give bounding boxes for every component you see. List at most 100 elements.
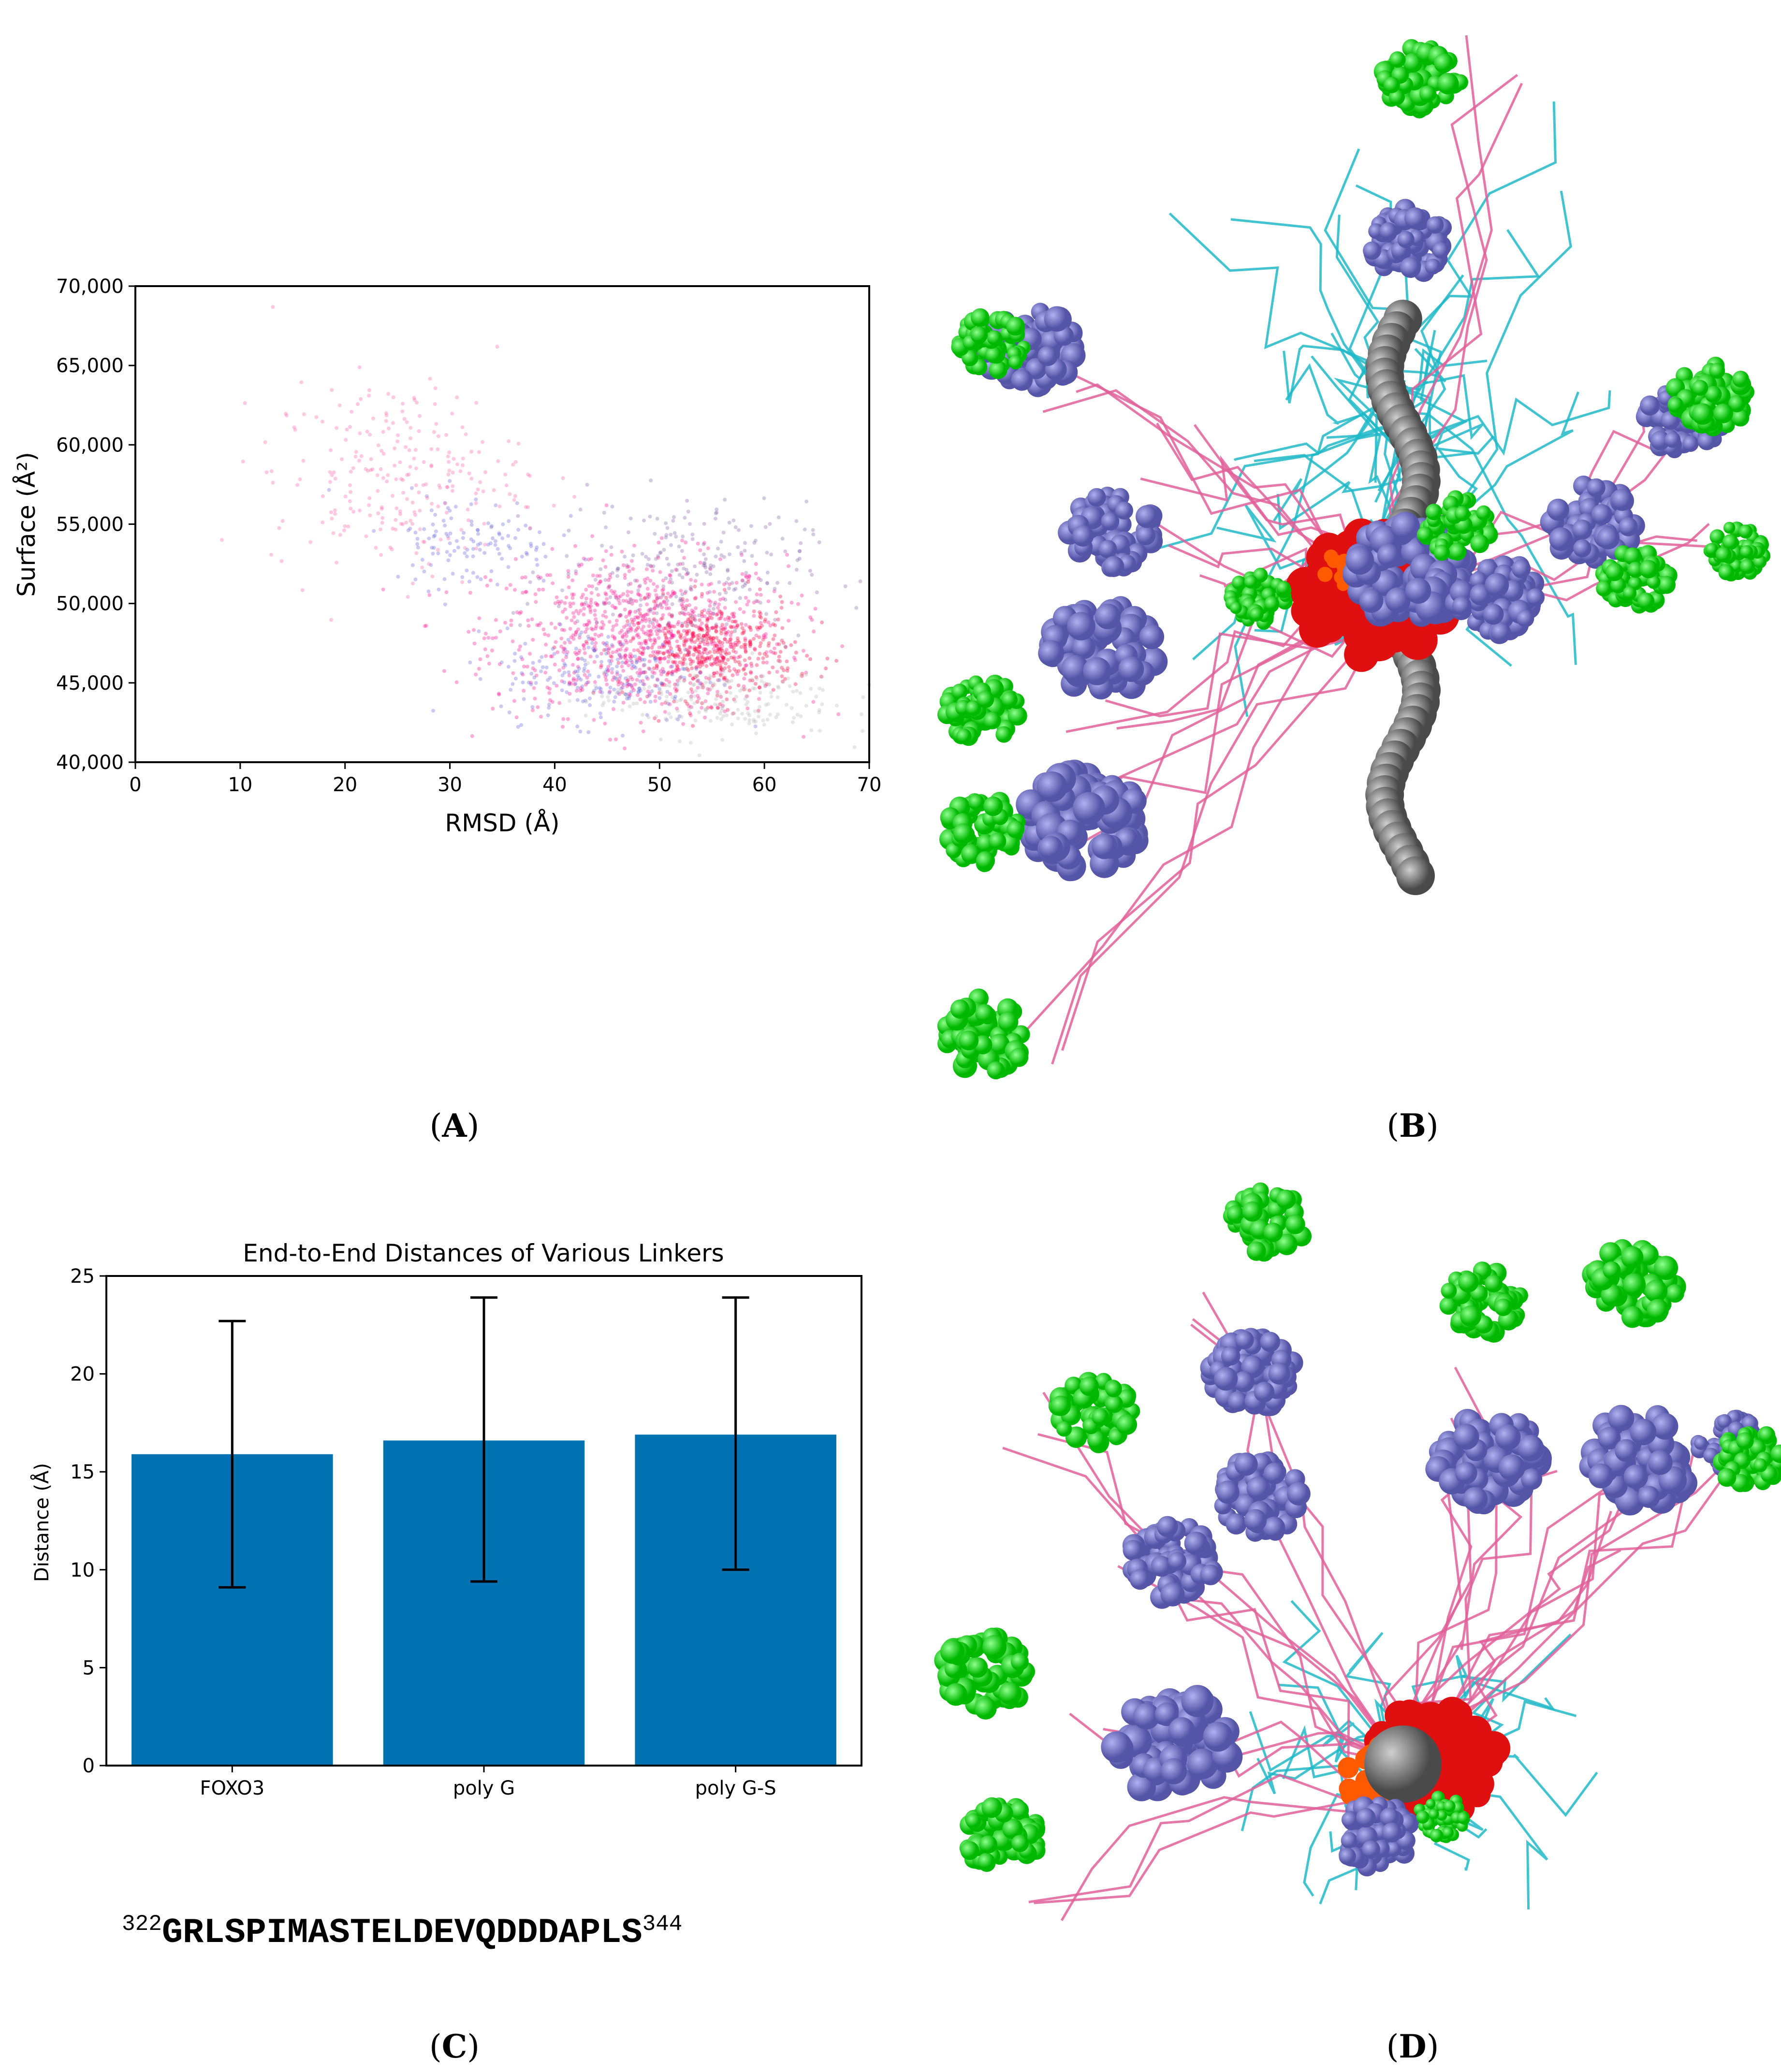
scatter-point [381,587,385,592]
scatter-point [443,602,447,607]
scatter-point [600,694,604,698]
scatter-point [618,594,623,598]
atom-sphere [1526,588,1545,607]
scatter-point [701,634,706,638]
scatter-point [346,524,350,529]
scatter-point [808,568,812,573]
scatter-point [609,545,613,550]
scatter-point [617,640,621,644]
scatter-point [580,688,584,692]
scatter-point [639,670,643,675]
scatter-point [626,678,630,682]
scatter-point [645,612,650,617]
scatter-point [610,667,614,671]
ribbon-strand [1273,381,1391,522]
scatter-point [577,636,582,640]
scatter-point [787,619,791,623]
scatter-point [720,667,724,672]
scatter-point [483,470,488,474]
scatter-point [713,626,717,630]
scatter-point [614,691,619,695]
scatter-point [647,685,651,689]
scatter-point [503,472,508,477]
scatter-point [681,535,685,539]
scatter-point [380,521,384,525]
scatter-point [669,577,673,581]
scatter-point [675,709,680,713]
scatter-point [608,662,613,666]
scatter-point [728,685,732,690]
scatter-point [800,674,804,678]
scatter-point [700,614,704,619]
scatter-point [820,675,824,679]
scatter-point [763,525,768,529]
scatter-point [758,587,762,592]
scatter-point [603,578,608,582]
scatter-point [695,638,700,642]
scatter-point [642,596,646,601]
scatter-point [568,680,572,684]
scatter-point [740,553,744,557]
scatter-point [717,592,722,596]
scatter-point [561,650,566,654]
scatter-point [477,616,482,621]
scatter-point [388,545,393,550]
atom-sphere [1607,1405,1635,1432]
scatter-point [468,660,472,665]
y-tick-label: 50,000 [56,593,124,615]
scatter-point [675,682,680,686]
scatter-point [547,702,551,707]
scatter-point [779,606,784,610]
scatter-point [618,647,623,652]
scatter-point [604,601,608,605]
scatter-point [617,614,622,619]
scatter-point [271,304,275,309]
scatter-point [595,621,599,625]
scatter-point [733,525,738,529]
scatter-point [700,660,704,664]
scatter-point [711,626,715,630]
scatter-point [376,489,380,493]
scatter-point [562,533,566,537]
scatter-point [625,679,629,683]
scatter-point [431,522,435,527]
scatter-point [528,580,532,584]
scatter-point [511,639,515,643]
atom-sphere [1389,51,1406,68]
scatter-point [651,650,655,654]
scatter-point [707,616,711,620]
atom-sphere [1452,596,1472,616]
scatter-point [715,644,719,649]
scatter-point [641,682,645,686]
scatter-point [662,651,666,655]
scatter-point [671,670,675,674]
scatter-point [697,696,701,700]
scatter-point [631,701,636,706]
scatter-point [384,413,389,418]
scatter-point [695,572,699,577]
scatter-point [398,512,403,516]
scatter-point [648,692,652,696]
scatter-point [727,552,731,556]
atom-sphere [1038,640,1064,667]
scatter-point [633,609,638,614]
scatter-point [661,587,666,592]
scatter-point [563,648,568,652]
scatter-point [667,670,671,675]
scatter-point [415,536,420,541]
scatter-point [633,666,638,670]
scatter-point [635,678,639,682]
scatter-point [700,659,704,663]
scatter-point [710,686,714,690]
scatter-point [671,635,675,639]
scatter-point [512,699,517,703]
scatter-point [515,610,519,614]
scatter-point [539,621,543,625]
scatter-point [526,505,530,509]
scatter-point [748,644,752,648]
scatter-point [708,572,713,576]
scatter-point [526,618,530,623]
scatter-point [447,468,452,473]
scatter-point [682,611,686,616]
scatter-point [526,472,530,477]
